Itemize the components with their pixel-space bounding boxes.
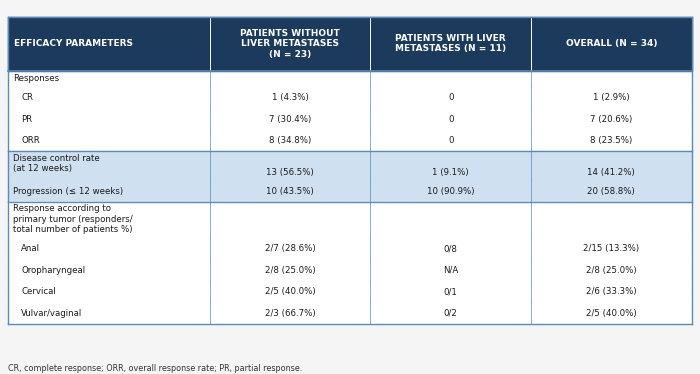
Text: 8 (23.5%): 8 (23.5%)	[590, 136, 632, 145]
Text: EFFICACY PARAMETERS: EFFICACY PARAMETERS	[14, 39, 133, 48]
Text: 0/2: 0/2	[444, 309, 458, 318]
Bar	[8, 281, 692, 303]
Text: 1 (9.1%): 1 (9.1%)	[433, 168, 469, 177]
Text: CR: CR	[21, 93, 33, 102]
Text: ORR: ORR	[21, 136, 40, 145]
Text: PATIENTS WITH LIVER
METASTASES (N = 11): PATIENTS WITH LIVER METASTASES (N = 11)	[395, 34, 506, 53]
Text: 2/15 (13.3%): 2/15 (13.3%)	[583, 244, 639, 253]
Text: Vulvar/vaginal: Vulvar/vaginal	[21, 309, 83, 318]
Text: 2/5 (40.0%): 2/5 (40.0%)	[265, 287, 316, 296]
Text: 2/5 (40.0%): 2/5 (40.0%)	[586, 309, 636, 318]
Text: 0/1: 0/1	[444, 287, 458, 296]
Text: 0: 0	[448, 114, 454, 124]
Text: 2/8 (25.0%): 2/8 (25.0%)	[265, 266, 316, 275]
Text: 7 (20.6%): 7 (20.6%)	[590, 114, 632, 124]
Text: 13 (56.5%): 13 (56.5%)	[266, 168, 314, 177]
Text: 0: 0	[448, 136, 454, 145]
Text: 10 (90.9%): 10 (90.9%)	[427, 187, 475, 196]
Bar	[8, 151, 692, 180]
Text: 2/7 (28.6%): 2/7 (28.6%)	[265, 244, 316, 253]
Bar	[8, 260, 692, 281]
Text: OVERALL (N = 34): OVERALL (N = 34)	[566, 39, 657, 48]
Text: PR: PR	[21, 114, 32, 124]
Bar	[8, 303, 692, 324]
Bar	[8, 130, 692, 151]
Text: Cervical: Cervical	[21, 287, 56, 296]
Bar	[8, 108, 692, 130]
Text: 1 (2.9%): 1 (2.9%)	[593, 93, 629, 102]
Bar	[8, 202, 692, 238]
Text: PATIENTS WITHOUT
LIVER METASTASES
(N = 23): PATIENTS WITHOUT LIVER METASTASES (N = 2…	[240, 29, 340, 59]
Text: Oropharyngeal: Oropharyngeal	[21, 266, 85, 275]
Text: 10 (43.5%): 10 (43.5%)	[266, 187, 314, 196]
Text: 7 (30.4%): 7 (30.4%)	[269, 114, 312, 124]
Bar	[8, 180, 692, 202]
Text: Disease control rate
(at 12 weeks): Disease control rate (at 12 weeks)	[13, 154, 100, 173]
Bar	[8, 17, 692, 71]
Bar	[8, 238, 692, 260]
Text: Progression (≤ 12 weeks): Progression (≤ 12 weeks)	[13, 187, 123, 196]
Text: Response according to
primary tumor (responders/
total number of patients %): Response according to primary tumor (res…	[13, 205, 133, 234]
Text: 20 (58.8%): 20 (58.8%)	[587, 187, 635, 196]
Bar	[8, 87, 692, 108]
Text: CR, complete response; ORR, overall response rate; PR, partial response.: CR, complete response; ORR, overall resp…	[8, 364, 302, 373]
Text: 1 (4.3%): 1 (4.3%)	[272, 93, 309, 102]
Text: N/A: N/A	[443, 266, 459, 275]
Text: Responses: Responses	[13, 74, 60, 83]
Text: 0: 0	[448, 93, 454, 102]
Bar	[8, 71, 692, 87]
Text: 2/6 (33.3%): 2/6 (33.3%)	[586, 287, 636, 296]
Text: 8 (34.8%): 8 (34.8%)	[269, 136, 312, 145]
Text: 0/8: 0/8	[444, 244, 458, 253]
Text: 2/8 (25.0%): 2/8 (25.0%)	[586, 266, 636, 275]
Text: 14 (41.2%): 14 (41.2%)	[587, 168, 635, 177]
Text: 2/3 (66.7%): 2/3 (66.7%)	[265, 309, 316, 318]
Text: Anal: Anal	[21, 244, 40, 253]
